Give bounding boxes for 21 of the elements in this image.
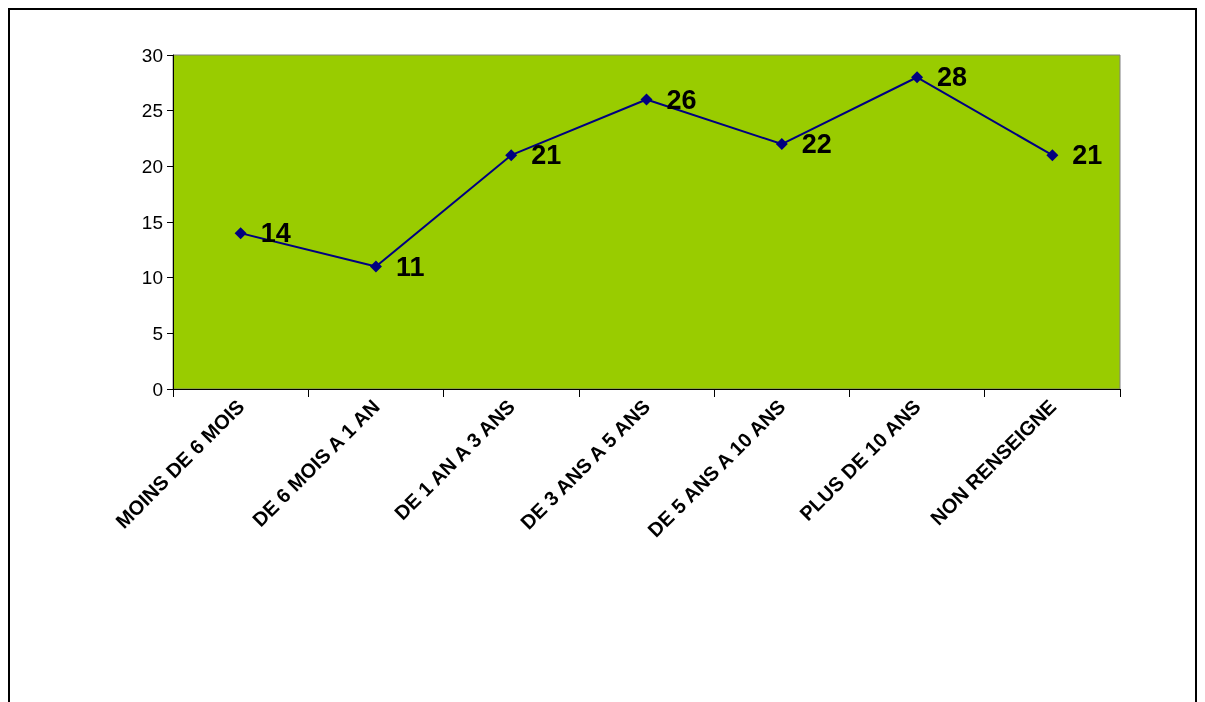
point xyxy=(234,227,247,240)
y-tick-label: 10 xyxy=(141,267,163,289)
data-label: 21 xyxy=(1072,140,1103,171)
point xyxy=(640,93,653,106)
y-tick-label: 15 xyxy=(141,211,163,233)
data-label: 26 xyxy=(666,84,697,115)
y-tick-label: 30 xyxy=(141,44,163,66)
point xyxy=(369,260,382,273)
data-label: 21 xyxy=(531,140,562,171)
data-label: 28 xyxy=(937,62,968,93)
point xyxy=(911,71,924,84)
y-tick-label: 5 xyxy=(152,322,163,344)
y-tick-label: 0 xyxy=(152,378,163,400)
y-tick-label: 20 xyxy=(141,155,163,177)
data-label: 14 xyxy=(260,218,291,249)
point xyxy=(505,149,518,162)
point xyxy=(775,138,788,151)
data-label: 22 xyxy=(801,129,832,160)
point xyxy=(1046,149,1059,162)
y-tick-label: 25 xyxy=(141,100,163,122)
data-label: 11 xyxy=(395,251,425,282)
